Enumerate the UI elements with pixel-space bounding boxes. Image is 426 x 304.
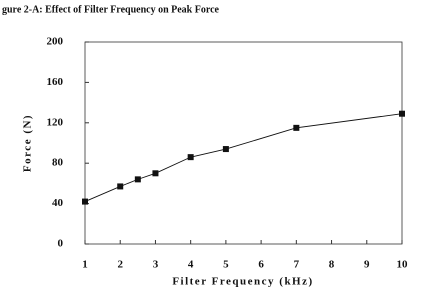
y-tick-label: 160 (47, 76, 64, 88)
x-tick-label: 3 (153, 259, 159, 271)
x-tick-label: 8 (329, 259, 335, 271)
y-axis-label: Force (N) (22, 114, 34, 172)
data-point (293, 124, 300, 131)
data-point (222, 146, 229, 153)
y-tick-label: 0 (58, 238, 64, 250)
plot-frame (84, 41, 403, 245)
x-tick-label: 5 (223, 259, 229, 271)
x-tick-label: 10 (397, 259, 409, 271)
x-tick-label: 6 (258, 259, 264, 271)
data-point (152, 170, 159, 177)
y-tick-label: 80 (52, 157, 64, 169)
y-tick-label: 40 (52, 197, 64, 209)
x-tick-label: 1 (82, 259, 88, 271)
x-tick-label: 4 (188, 259, 194, 271)
x-tick-label: 9 (364, 259, 370, 271)
data-point (82, 198, 88, 205)
x-tick-label: 2 (117, 259, 123, 271)
x-axis-label: Filter Frequency (kHz) (172, 276, 313, 288)
series-line (84, 113, 403, 202)
y-tick-label: 120 (47, 116, 64, 128)
y-tick-label: 200 (47, 36, 64, 48)
x-tick-label: 7 (294, 259, 300, 271)
data-point (134, 176, 141, 183)
data-point (117, 183, 124, 190)
data-point (187, 154, 194, 161)
data-point (399, 110, 405, 117)
chart-title: gure 2-A: Effect of Filter Frequency on … (2, 4, 220, 15)
